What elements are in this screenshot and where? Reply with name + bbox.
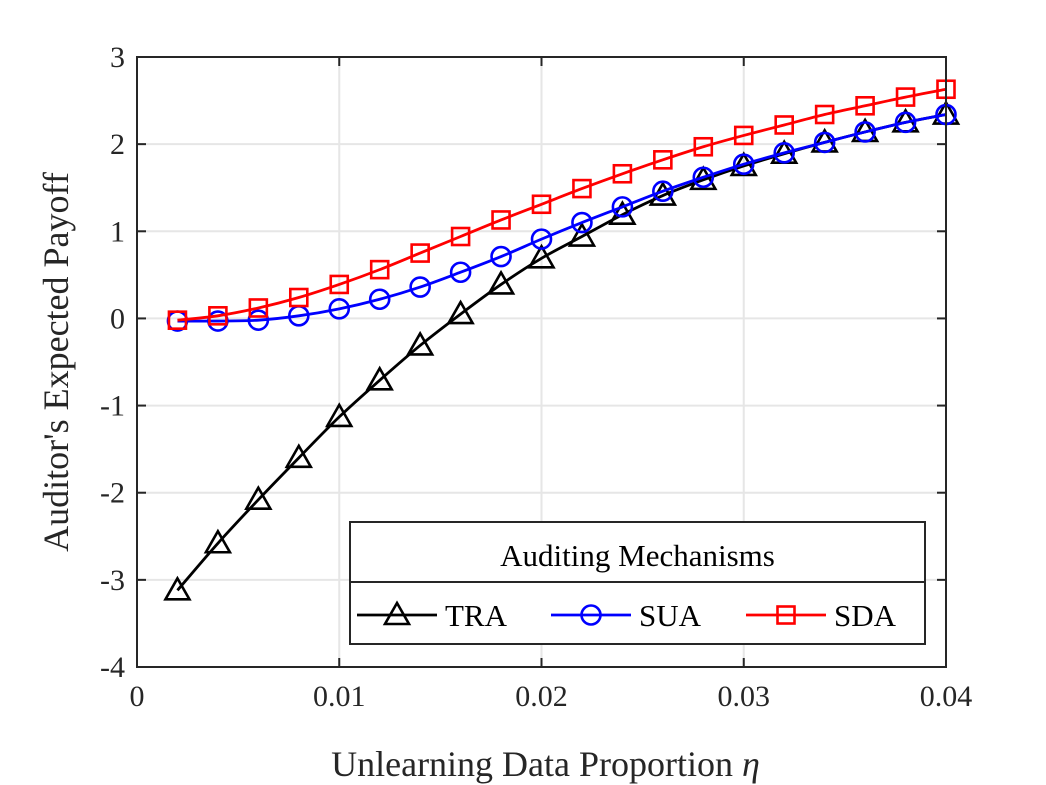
series-line-sua: [177, 113, 947, 323]
x-axis-label-symbol: η: [742, 744, 760, 784]
x-tick-label: 0.04: [920, 680, 973, 713]
legend-title: Auditing Mechanisms: [500, 538, 775, 573]
data-point-sua: [368, 288, 391, 311]
data-point-sua: [854, 121, 876, 143]
data-point-sua: [571, 211, 593, 234]
data-point-tra: [244, 485, 273, 510]
x-tick-label: 0.03: [718, 680, 771, 713]
data-point-sda: [369, 259, 390, 280]
data-point-tra: [446, 299, 475, 325]
data-point-sda: [855, 96, 875, 116]
y-tick-label: 2: [110, 128, 125, 161]
legend-marker-tra: [382, 600, 412, 626]
data-point-sua: [490, 245, 512, 268]
data-point-sua: [449, 261, 472, 284]
data-point-sda: [733, 125, 754, 146]
data-point-tra: [365, 365, 394, 391]
data-point-tra: [284, 443, 314, 469]
legend-item-sda: SDA: [746, 598, 897, 633]
y-tick-label: -3: [100, 564, 125, 597]
y-tick-label: 0: [110, 302, 125, 335]
y-tick-label: 3: [110, 41, 125, 74]
data-point-sda: [693, 136, 714, 157]
data-point-sua: [894, 111, 917, 134]
data-point-sua: [732, 153, 755, 175]
series-sda: [167, 79, 956, 330]
data-point-sda: [450, 226, 471, 247]
data-point-tra: [567, 221, 597, 247]
data-point-sua: [813, 131, 836, 154]
y-tick-label: 1: [110, 215, 125, 248]
x-tick-label: 0.01: [313, 680, 366, 713]
data-point-sua: [409, 276, 431, 298]
data-point-sua: [611, 196, 634, 218]
y-tick-label: -4: [100, 651, 125, 684]
y-axis-label: Auditor's Expected Payoff: [36, 172, 76, 552]
legend-label: TRA: [445, 598, 508, 633]
series-layer: [163, 79, 961, 601]
legend-items: TRA SUA SDA: [357, 598, 897, 633]
data-point-sua: [328, 298, 351, 320]
x-axis-label: Unlearning Data Proportion η: [331, 744, 760, 784]
data-point-sua: [247, 309, 270, 331]
data-point-sda: [491, 210, 511, 230]
data-point-tra: [527, 243, 556, 269]
data-point-tra: [325, 402, 354, 428]
data-point-tra: [486, 269, 516, 295]
data-point-sda: [167, 310, 188, 330]
legend-marker-sua: [580, 604, 602, 626]
tick-labels: 0 0.01 0.02 0.03 0.04 -4 -3 -2 -1 0 1 2 3: [100, 41, 972, 713]
data-point-sua: [530, 228, 553, 250]
x-tick-label: 0.02: [515, 680, 568, 713]
data-point-sda: [208, 306, 228, 326]
data-point-tra: [203, 528, 233, 554]
legend-item-tra: TRA: [357, 598, 508, 633]
data-point-sda: [612, 163, 633, 184]
axis-ticks: [136, 56, 947, 668]
data-point-sda: [248, 298, 269, 318]
series-line-sda: [177, 87, 947, 322]
data-point-sua: [652, 180, 674, 202]
data-point-sda: [814, 104, 835, 125]
legend-marker-sda: [776, 605, 796, 625]
data-point-tra: [405, 330, 435, 356]
data-point-sda: [774, 115, 795, 135]
data-point-sda: [531, 194, 552, 215]
x-tick-label: 0: [130, 680, 145, 713]
grid: [136, 56, 947, 668]
data-point-tra: [163, 575, 192, 601]
data-point-sua: [773, 142, 796, 164]
data-point-sda: [653, 150, 673, 170]
data-point-sda: [329, 274, 350, 295]
data-point-sda: [288, 287, 309, 308]
data-point-sda: [895, 87, 916, 107]
y-tick-label: -1: [100, 390, 125, 423]
legend-label: SUA: [639, 598, 702, 633]
data-point-sda: [572, 178, 592, 199]
data-point-sua: [692, 166, 715, 189]
legend: Auditing Mechanisms TRA SUA SDA: [349, 521, 926, 645]
legend-label: SDA: [834, 598, 897, 633]
y-tick-label: -2: [100, 477, 125, 510]
legend-item-sua: SUA: [551, 598, 702, 633]
data-point-sda: [410, 243, 430, 263]
x-axis-label-text: Unlearning Data Proportion: [331, 744, 733, 784]
